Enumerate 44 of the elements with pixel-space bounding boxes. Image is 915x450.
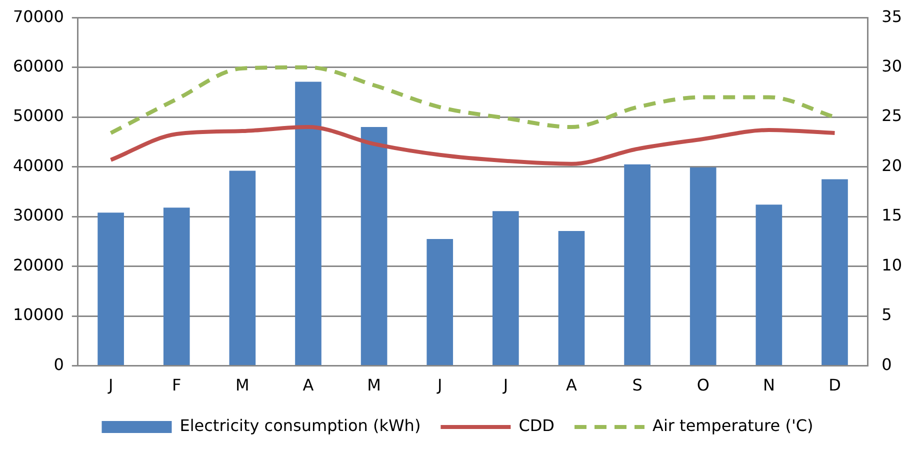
x-tick-label: M: [367, 376, 381, 395]
y-tick-label: 70000: [12, 6, 64, 26]
x-tick-label: F: [172, 376, 182, 395]
bar: [822, 179, 848, 366]
legend-label: Air temperature ('C): [652, 416, 814, 436]
legend-label: CDD: [518, 416, 554, 436]
y2-tick-label: 25: [882, 106, 902, 126]
bar: [229, 170, 256, 366]
bar: [558, 230, 585, 366]
y2-tick-label: 20: [882, 156, 902, 175]
y-tick-label: 60000: [12, 56, 64, 76]
y-tick-label: 40000: [12, 156, 64, 175]
y2-tick-label: 10: [882, 255, 902, 274]
bar: [690, 167, 716, 366]
y2-tick-label: 30: [882, 56, 902, 76]
y2-tick-label: 0: [882, 354, 892, 374]
bar: [492, 211, 519, 366]
line-series: [108, 125, 837, 166]
y-tick-label: 20000: [12, 255, 64, 274]
bar: [426, 238, 454, 366]
bar: [295, 82, 322, 366]
bar: [624, 164, 650, 366]
y-tick-label: 10000: [12, 305, 64, 324]
x-tick-label: N: [762, 376, 775, 395]
y2-tick-label: 35: [882, 6, 902, 26]
y2-tick-label: 15: [882, 206, 902, 225]
x-tick-label: A: [302, 376, 314, 395]
y2-tick-label: 5: [882, 305, 892, 324]
bar: [756, 204, 782, 366]
y-tick-label: 0: [54, 354, 64, 374]
x-tick-label: J: [436, 376, 442, 395]
y-tick-label: 50000: [12, 106, 64, 126]
x-tick-label: O: [696, 376, 710, 395]
x-tick-label: M: [236, 376, 250, 395]
bar: [360, 127, 388, 366]
y-tick-label: 30000: [12, 206, 64, 225]
legend-label: Electricity consumption (kWh): [180, 416, 421, 436]
x-tick-label: J: [502, 376, 508, 395]
bar: [98, 212, 124, 366]
x-tick-label: S: [632, 376, 642, 395]
x-tick-label: A: [566, 376, 578, 395]
x-tick-label: D: [828, 376, 841, 395]
x-tick-label: J: [107, 376, 114, 395]
bar: [163, 208, 190, 366]
